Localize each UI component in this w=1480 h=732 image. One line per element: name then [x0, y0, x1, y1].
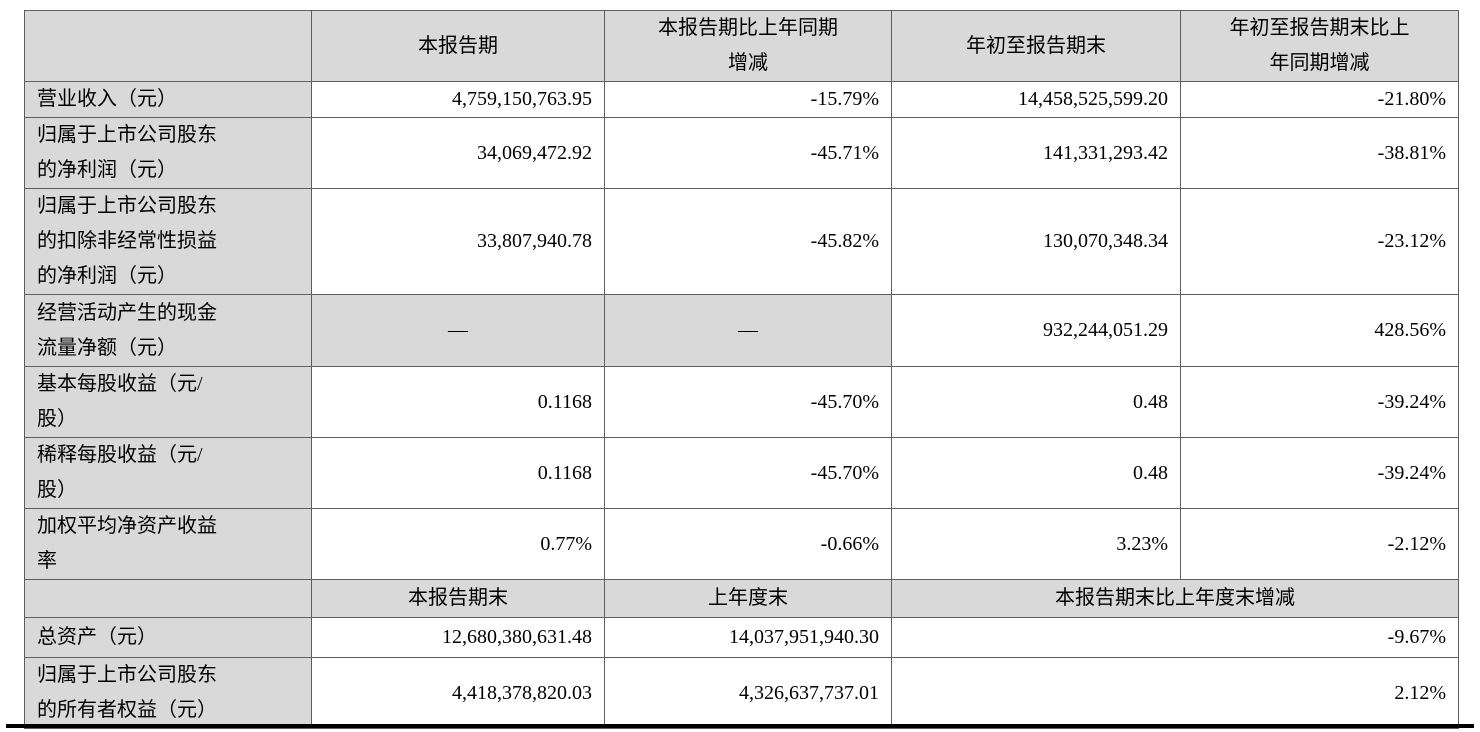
- row-net-profit-deducting-nonrecurring-label: 归属于上市公司股东 的扣除非经常性损益 的净利润（元）: [24, 188, 312, 295]
- row-basic-eps-cell-1: 0.1168: [311, 366, 605, 438]
- row-operating-revenue-label: 营业收入（元）: [24, 81, 312, 118]
- row-total-assets: 总资产（元） 12,680,380,631.48 14,037,951,940.30…: [24, 617, 1459, 658]
- header-row-period-label: [24, 10, 312, 82]
- row-net-profit-deducting-nonrecurring-cell-3: 130,070,348.34: [891, 188, 1181, 295]
- header-row-period-end-cell-1: 本报告期末: [311, 579, 605, 618]
- row-weighted-avg-roe-cell-2: -0.66%: [604, 508, 892, 580]
- row-diluted-eps: 稀释每股收益（元/ 股） 0.1168 -45.70% 0.48 -39.24%: [24, 437, 1459, 509]
- header-row-period-end-cell-2: 上年度末: [604, 579, 892, 618]
- row-operating-revenue-cell-3: 14,458,525,599.20: [891, 81, 1181, 118]
- row-operating-revenue: 营业收入（元） 4,759,150,763.95 -15.79% 14,458,525…: [24, 81, 1459, 118]
- header-row-period-end-label: [24, 579, 312, 618]
- row-net-profit-deducting-nonrecurring-cell-1: 33,807,940.78: [311, 188, 605, 295]
- row-operating-revenue-cell-2: -15.79%: [604, 81, 892, 118]
- row-net-profit-deducting-nonrecurring: 归属于上市公司股东 的扣除非经常性损益 的净利润（元） 33,807,940.78…: [24, 188, 1459, 295]
- row-diluted-eps-cell-4: -39.24%: [1180, 437, 1459, 509]
- row-owners-equity-attributable-label: 归属于上市公司股东 的所有者权益（元）: [24, 657, 312, 729]
- table-body: 本报告期 本报告期比上年同期 增减 年初至报告期末 年初至报告期末比上 年同期增减 营业…: [24, 10, 1459, 729]
- row-total-assets-cell-1: 12,680,380,631.48: [311, 617, 605, 658]
- row-diluted-eps-label: 稀释每股收益（元/ 股）: [24, 437, 312, 509]
- row-diluted-eps-cell-3: 0.48: [891, 437, 1181, 509]
- header-row-period-cell-1: 本报告期: [311, 10, 605, 82]
- row-total-assets-label: 总资产（元）: [24, 617, 312, 658]
- header-row-period-cell-2: 本报告期比上年同期 增减: [604, 10, 892, 82]
- row-net-profit-deducting-nonrecurring-cell-2: -45.82%: [604, 188, 892, 295]
- row-weighted-avg-roe-cell-3: 3.23%: [891, 508, 1181, 580]
- row-weighted-avg-roe: 加权平均净资产收益 率 0.77% -0.66% 3.23% -2.12%: [24, 508, 1459, 580]
- row-net-profit-attributable: 归属于上市公司股东 的净利润（元） 34,069,472.92 -45.71% 141…: [24, 117, 1459, 189]
- row-operating-cash-flow: 经营活动产生的现金 流量净额（元） — —932,244,051.29 428.56%: [24, 294, 1459, 367]
- header-row-period-cell-4: 年初至报告期末比上 年同期增减: [1180, 10, 1459, 82]
- row-basic-eps-cell-3: 0.48: [891, 366, 1181, 438]
- row-owners-equity-attributable-cell-3: 2.12%: [891, 657, 1459, 729]
- row-operating-cash-flow-label: 经营活动产生的现金 流量净额（元）: [24, 294, 312, 367]
- header-row-period: 本报告期 本报告期比上年同期 增减 年初至报告期末 年初至报告期末比上 年同期增减: [24, 10, 1459, 82]
- row-diluted-eps-cell-2: -45.70%: [604, 437, 892, 509]
- row-operating-cash-flow-cell-2: —: [604, 294, 892, 367]
- row-net-profit-attributable-label: 归属于上市公司股东 的净利润（元）: [24, 117, 312, 189]
- row-basic-eps-cell-2: -45.70%: [604, 366, 892, 438]
- financial-summary-table: 本报告期 本报告期比上年同期 增减 年初至报告期末 年初至报告期末比上 年同期增减 营业…: [24, 10, 1459, 729]
- row-operating-cash-flow-cell-3: 932,244,051.29: [891, 294, 1181, 367]
- header-row-period-end-cell-3: 本报告期末比上年度末增减: [891, 579, 1459, 618]
- row-operating-cash-flow-cell-1: —: [311, 294, 605, 367]
- row-net-profit-attributable-cell-3: 141,331,293.42: [891, 117, 1181, 189]
- header-row-period-end: 本报告期末 上年度末 本报告期末比上年度末增减: [24, 579, 1459, 618]
- row-total-assets-cell-3: -9.67%: [891, 617, 1459, 658]
- row-weighted-avg-roe-cell-4: -2.12%: [1180, 508, 1459, 580]
- row-net-profit-attributable-cell-1: 34,069,472.92: [311, 117, 605, 189]
- row-operating-revenue-cell-1: 4,759,150,763.95: [311, 81, 605, 118]
- row-weighted-avg-roe-label: 加权平均净资产收益 率: [24, 508, 312, 580]
- row-owners-equity-attributable: 归属于上市公司股东 的所有者权益（元） 4,418,378,820.03 4,326…: [24, 657, 1459, 729]
- row-net-profit-deducting-nonrecurring-cell-4: -23.12%: [1180, 188, 1459, 295]
- row-weighted-avg-roe-cell-1: 0.77%: [311, 508, 605, 580]
- row-basic-eps-label: 基本每股收益（元/ 股）: [24, 366, 312, 438]
- row-diluted-eps-cell-1: 0.1168: [311, 437, 605, 509]
- row-basic-eps-cell-4: -39.24%: [1180, 366, 1459, 438]
- row-owners-equity-attributable-cell-2: 4,326,637,737.01: [604, 657, 892, 729]
- row-basic-eps: 基本每股收益（元/ 股） 0.1168 -45.70% 0.48 -39.24%: [24, 366, 1459, 438]
- row-net-profit-attributable-cell-2: -45.71%: [604, 117, 892, 189]
- row-operating-cash-flow-cell-4: 428.56%: [1180, 294, 1459, 367]
- row-operating-revenue-cell-4: -21.80%: [1180, 81, 1459, 118]
- row-net-profit-attributable-cell-4: -38.81%: [1180, 117, 1459, 189]
- row-owners-equity-attributable-cell-1: 4,418,378,820.03: [311, 657, 605, 729]
- bottom-rule: [6, 724, 1474, 728]
- row-total-assets-cell-2: 14,037,951,940.30: [604, 617, 892, 658]
- header-row-period-cell-3: 年初至报告期末: [891, 10, 1181, 82]
